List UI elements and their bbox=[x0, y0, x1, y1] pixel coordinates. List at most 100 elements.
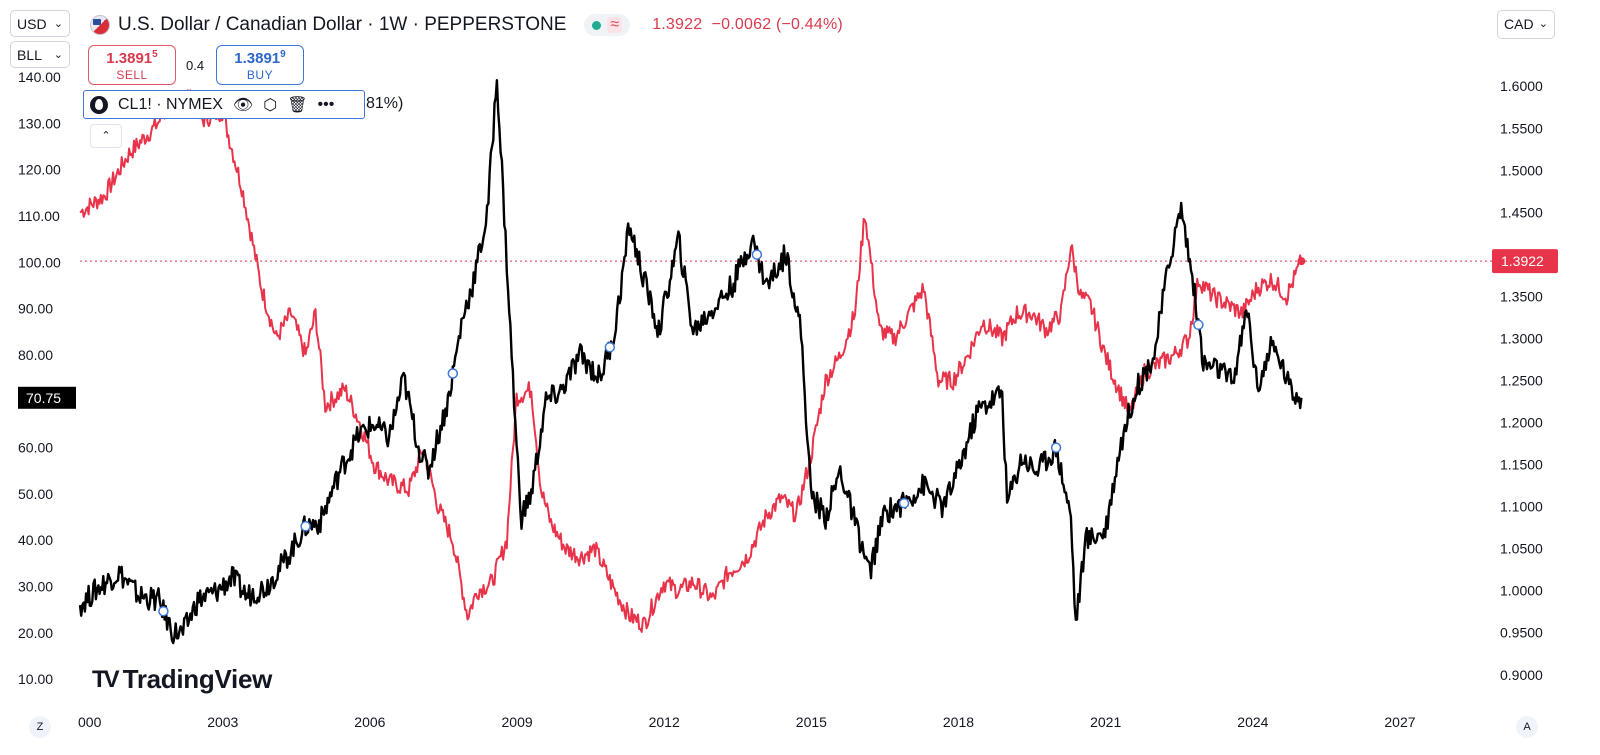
header-price-change: 1.3922 −0.0062 (−0.44%) bbox=[652, 16, 843, 34]
collapse-legend-button[interactable]: ⌃ bbox=[90, 124, 122, 148]
left-tick-label: 80.00 bbox=[18, 347, 53, 363]
right-tick-label: 1.0500 bbox=[1500, 541, 1543, 557]
right-currency-select[interactable]: CAD ⌄ bbox=[1497, 10, 1555, 39]
right-tick-label: 0.9000 bbox=[1500, 667, 1543, 683]
time-tick-label: 2027 bbox=[1384, 714, 1415, 730]
left-currency-value: USD bbox=[17, 16, 47, 32]
event-marker-icon[interactable] bbox=[604, 341, 616, 353]
time-tick-label: 2024 bbox=[1237, 714, 1268, 730]
left-tick-label: 120.00 bbox=[18, 162, 61, 178]
legend-symbol: CL1! · NYMEX bbox=[118, 95, 223, 113]
left-tick-label: 140.00 bbox=[18, 69, 61, 85]
left-tick-label: 30.00 bbox=[18, 579, 53, 595]
header-change: −0.0062 bbox=[711, 16, 772, 33]
right-tick-label: 0.9500 bbox=[1500, 625, 1543, 641]
right-tick-label: 1.5000 bbox=[1500, 162, 1543, 178]
oil-drop-icon bbox=[90, 95, 108, 114]
time-tick-label: 2018 bbox=[943, 714, 974, 730]
buy-button[interactable]: 1.38919 BUY bbox=[216, 45, 304, 85]
svg-text:1.3922: 1.3922 bbox=[1501, 253, 1544, 269]
chevron-down-icon: ⌄ bbox=[53, 18, 63, 30]
last-price-dot bbox=[1297, 257, 1306, 266]
right-tick-label: 1.3500 bbox=[1500, 288, 1543, 304]
event-marker-icon[interactable] bbox=[1193, 319, 1204, 331]
trash-icon[interactable]: 🗑 bbox=[287, 96, 308, 114]
left-tick-label: 90.00 bbox=[18, 301, 53, 317]
chevron-down-icon: ⌄ bbox=[53, 49, 63, 61]
sell-label: SELL bbox=[116, 68, 148, 82]
right-tick-label: 1.2000 bbox=[1500, 415, 1543, 431]
auto-scale-button[interactable]: A bbox=[1516, 716, 1538, 738]
right-tick-label: 1.4500 bbox=[1500, 204, 1543, 220]
event-markers[interactable] bbox=[158, 249, 1204, 617]
crude-legend[interactable]: CL1! · NYMEX 👁 ⬡ 🗑 ••• bbox=[83, 90, 365, 119]
eye-icon[interactable]: 👁 bbox=[232, 96, 254, 114]
symbol-title[interactable]: U.S. Dollar / Canadian Dollar · 1W · PEP… bbox=[118, 14, 567, 35]
chevron-up-icon: ⌃ bbox=[101, 130, 111, 142]
usdcad-series-line[interactable] bbox=[79, 89, 1303, 633]
tradingview-logo-text: TradingView bbox=[122, 664, 273, 694]
svg-text:70.75: 70.75 bbox=[26, 390, 61, 406]
left-tick-label: 60.00 bbox=[18, 440, 53, 456]
event-marker-icon[interactable] bbox=[447, 368, 459, 379]
event-marker-icon[interactable] bbox=[751, 249, 763, 260]
left-tick-label: 110.00 bbox=[18, 208, 60, 224]
chevron-down-icon: ⌄ bbox=[1538, 18, 1548, 30]
left-axis-ticks: 140.00 130.00 120.00 110.00 100.00 90.00 80.00… bbox=[18, 69, 61, 687]
time-tick-label: 2003 bbox=[207, 714, 238, 730]
right-tick-label: 1.2500 bbox=[1500, 373, 1543, 389]
header-change-pct: (−0.44%) bbox=[775, 16, 843, 33]
sell-price: 1.3891 bbox=[106, 50, 153, 67]
header-last-price: 1.3922 bbox=[652, 16, 703, 33]
right-axis-ticks: 1.6000 1.5500 1.5000 1.4500 1.3500 1.3000 1.25… bbox=[1500, 78, 1543, 683]
right-tick-label: 1.1000 bbox=[1500, 499, 1543, 515]
left-tick-label: 100.00 bbox=[18, 254, 61, 270]
right-current-price-label: 1.3922 bbox=[1492, 249, 1558, 274]
right-currency-value: CAD bbox=[1504, 16, 1534, 32]
tradingview-logo-icon: TV bbox=[92, 665, 120, 693]
status-icon: ≈ bbox=[607, 17, 623, 33]
event-marker-icon[interactable] bbox=[898, 497, 910, 509]
left-currency-select[interactable]: USD ⌄ bbox=[10, 10, 70, 37]
time-tick-label: 2015 bbox=[796, 714, 827, 730]
sell-price-pip: 5 bbox=[152, 49, 158, 60]
right-tick-label: 1.5500 bbox=[1500, 120, 1543, 136]
right-tick-label: 1.3000 bbox=[1500, 331, 1543, 347]
right-tick-label: 1.1500 bbox=[1500, 457, 1543, 473]
buy-label: BUY bbox=[246, 68, 274, 82]
time-tick-label: 000 bbox=[78, 714, 102, 730]
crude-series-line[interactable] bbox=[78, 79, 1303, 645]
symbol-header: U.S. Dollar / Canadian Dollar · 1W · PEP… bbox=[90, 12, 843, 38]
event-marker-icon[interactable] bbox=[158, 605, 169, 617]
settings-icon[interactable]: ⬡ bbox=[263, 96, 278, 114]
time-tick-label: 2009 bbox=[502, 714, 533, 730]
buy-price-pip: 9 bbox=[280, 49, 286, 60]
left-tick-label: 20.00 bbox=[18, 625, 53, 641]
right-tick-label: 1.0000 bbox=[1500, 583, 1543, 599]
market-open-icon bbox=[592, 20, 602, 30]
time-axis-ticks: 000 2003 2006 2009 2012 2015 2018 2021 2024 2027 bbox=[78, 714, 1416, 730]
left-tick-label: 10.00 bbox=[18, 671, 53, 687]
spread-value: 0.4 bbox=[186, 58, 205, 73]
event-marker-icon[interactable] bbox=[300, 521, 311, 532]
event-marker-icon[interactable] bbox=[1050, 442, 1062, 453]
time-tick-label: 2012 bbox=[649, 714, 680, 730]
time-tick-label: 2006 bbox=[354, 714, 385, 730]
left-unit-value: BLL bbox=[17, 47, 42, 63]
right-tick-label: 1.6000 bbox=[1500, 78, 1543, 94]
market-status[interactable]: ≈ bbox=[584, 14, 631, 36]
left-current-price-label: 70.75 bbox=[18, 386, 76, 409]
buy-price: 1.3891 bbox=[234, 50, 281, 67]
legend-change-tail: 81%) bbox=[366, 95, 404, 112]
tradingview-logo: TV TradingView bbox=[92, 664, 272, 695]
left-unit-select[interactable]: BLL ⌄ bbox=[10, 41, 70, 68]
left-tick-label: 40.00 bbox=[18, 532, 53, 548]
time-tick-label: 2021 bbox=[1090, 714, 1121, 730]
more-icon[interactable]: ••• bbox=[317, 95, 335, 113]
time-zoom-button[interactable]: Z bbox=[29, 716, 51, 738]
left-tick-label: 50.00 bbox=[18, 486, 53, 502]
left-tick-label: 130.00 bbox=[18, 115, 61, 131]
sell-button[interactable]: 1.38915 SELL bbox=[88, 45, 176, 85]
